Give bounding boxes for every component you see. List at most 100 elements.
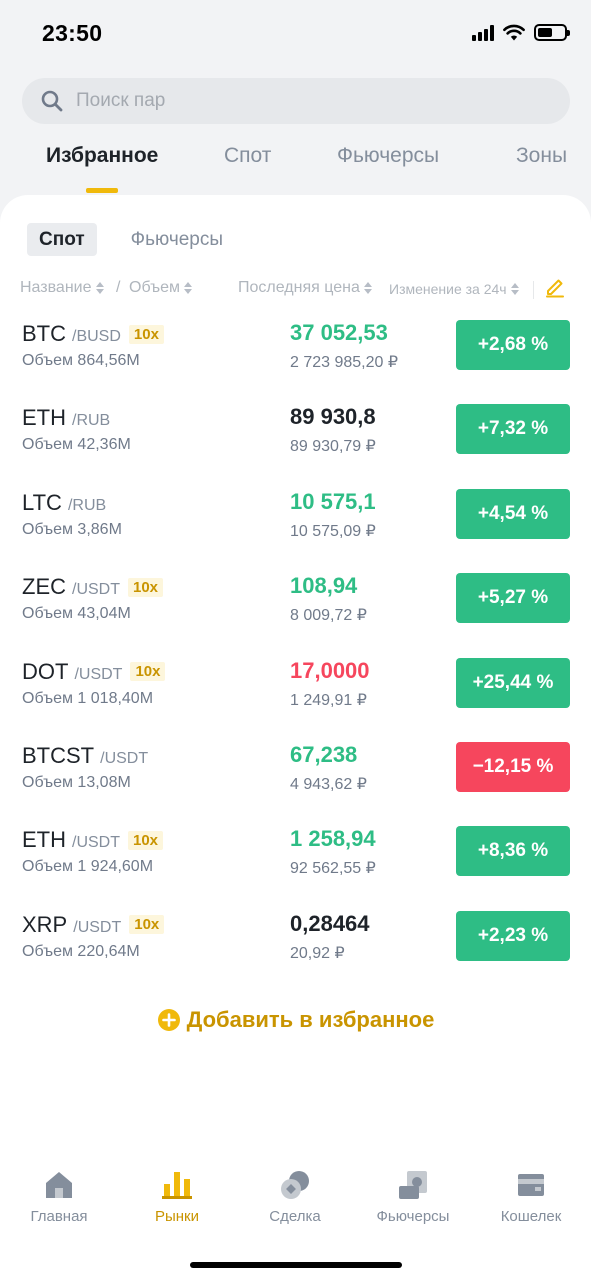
sort-arrows-icon xyxy=(363,282,372,294)
nav-home[interactable]: Главная xyxy=(0,1170,118,1225)
nav-markets[interactable]: Рынки xyxy=(118,1170,236,1225)
nav-wallet[interactable]: Кошелек xyxy=(472,1170,590,1225)
nav-trade[interactable]: Сделка xyxy=(236,1170,354,1225)
bottom-navigation: Главная Рынки Сделка Фьючерсы xyxy=(0,1170,591,1240)
base-asset: LTC xyxy=(22,489,62,515)
nav-markets-label: Рынки xyxy=(154,1208,199,1225)
trade-icon xyxy=(281,1171,309,1199)
market-row[interactable]: DOT/USDT 10x Объем 1 018,40M 17,0000 1 249,9… xyxy=(0,653,591,737)
search-icon xyxy=(41,90,63,112)
pair-name: ETH/RUB xyxy=(22,405,110,431)
market-row[interactable]: BTC/BUSD 10x Объем 864,56M 37 052,53 2 723 9… xyxy=(0,315,591,399)
edit-icon[interactable] xyxy=(544,276,566,298)
market-row[interactable]: ETH/RUB Объем 42,36M 89 930,8 89 930,79 ₽ +7… xyxy=(0,399,591,483)
last-price: 108,94 xyxy=(290,573,358,599)
wifi-icon xyxy=(503,24,525,41)
subtab-spot[interactable]: Спот xyxy=(27,223,97,256)
column-volume-label: Объем xyxy=(129,279,180,296)
change-badge[interactable]: +25,44 % xyxy=(456,657,570,708)
pair-name: BTCST/USDT xyxy=(22,743,148,769)
base-asset: XRP xyxy=(22,911,68,937)
column-name-label: Название xyxy=(20,279,92,296)
fiat-price: 2 723 985,20 ₽ xyxy=(290,354,399,371)
tab-zones[interactable]: Зоны xyxy=(516,144,568,167)
sort-arrows-icon xyxy=(183,282,192,294)
base-asset: BTC xyxy=(22,321,66,346)
change-badge[interactable]: +4,54 % xyxy=(456,488,570,539)
favorites-panel: Спот Фьючерсы Название / Объем Последняя… xyxy=(0,195,591,1280)
nav-futures[interactable]: Фьючерсы xyxy=(354,1170,472,1225)
market-row[interactable]: LTC/RUB Объем 3,86M 10 575,1 10 575,09 ₽ +4,… xyxy=(0,484,591,568)
base-asset: ETH xyxy=(22,827,66,853)
market-row[interactable]: BTCST/USDT Объем 13,08M 67,238 4 943,62 ₽ −1… xyxy=(0,737,591,821)
quote-asset: /USDT xyxy=(74,665,123,683)
pair-name: ETH/USDT 10x xyxy=(22,827,164,853)
futures-icon xyxy=(399,1171,427,1199)
volume-value: Объем 220,64M xyxy=(22,942,140,960)
quote-asset: /USDT xyxy=(100,749,149,767)
tab-futures[interactable]: Фьючерсы xyxy=(337,144,440,167)
status-bar: 23:50 xyxy=(0,0,591,72)
sort-by-change[interactable]: Изменение за 24ч xyxy=(389,281,519,297)
plus-circle-icon xyxy=(157,1009,180,1031)
nav-futures-label: Фьючерсы xyxy=(376,1208,450,1225)
leverage-badge: 10x xyxy=(130,662,166,682)
last-price: 17,0000 xyxy=(290,657,370,683)
pair-name: BTC/BUSD 10x xyxy=(22,321,164,347)
base-asset: ZEC xyxy=(22,574,66,600)
add-to-favorites-button[interactable]: Добавить в избранное xyxy=(0,1007,591,1033)
volume-value: Объем 13,08M xyxy=(22,773,131,791)
leverage-badge: 10x xyxy=(128,577,164,597)
nav-home-label: Главная xyxy=(30,1208,88,1225)
base-asset: ETH xyxy=(22,405,66,431)
quote-asset: /RUB xyxy=(72,412,111,430)
volume-value: Объем 3,86M xyxy=(22,520,122,538)
subtab-futures[interactable]: Фьючерсы xyxy=(130,229,224,250)
volume-value: Объем 1 018,40M xyxy=(22,689,154,707)
column-price-label: Последняя цена xyxy=(238,279,360,296)
leverage-badge: 10x xyxy=(128,830,164,850)
change-badge[interactable]: +2,23 % xyxy=(456,910,570,961)
market-row[interactable]: ETH/USDT 10x Объем 1 924,60M 1 258,94 92 562… xyxy=(0,821,591,905)
pair-name: ZEC/USDT 10x xyxy=(22,574,164,600)
last-price: 89 930,8 xyxy=(290,404,376,430)
fiat-price: 1 249,91 ₽ xyxy=(290,691,367,709)
last-price: 37 052,53 xyxy=(290,320,388,345)
sub-tabs: Спот Фьючерсы xyxy=(27,223,235,256)
active-tab-indicator xyxy=(86,188,118,193)
change-badge[interactable]: −12,15 % xyxy=(456,741,570,792)
fiat-price: 10 575,09 ₽ xyxy=(290,522,376,540)
tab-favorites[interactable]: Избранное xyxy=(46,144,159,167)
change-badge[interactable]: +8,36 % xyxy=(456,826,570,877)
quote-asset: /RUB xyxy=(67,496,107,514)
quote-asset: /USDT xyxy=(73,918,122,936)
nav-wallet-label: Кошелек xyxy=(500,1208,562,1225)
change-badge[interactable]: +2,68 % xyxy=(456,320,570,370)
favorites-list: BTC/BUSD 10x Объем 864,56M 37 052,53 2 723 9… xyxy=(0,315,591,990)
home-icon xyxy=(46,1172,72,1198)
search-input[interactable] xyxy=(76,90,516,112)
nav-trade-label: Сделка xyxy=(269,1208,321,1225)
battery-icon xyxy=(534,24,570,41)
search-bar[interactable] xyxy=(22,78,570,124)
market-row[interactable]: XRP/USDT 10x Объем 220,64M 0,28464 20,92 ₽ +2… xyxy=(0,906,591,990)
tab-spot[interactable]: Спот xyxy=(224,144,272,167)
fiat-price: 8 009,72 ₽ xyxy=(290,607,367,625)
markets-icon xyxy=(162,1172,192,1199)
add-to-favorites-label: Добавить в избранное xyxy=(186,1007,435,1032)
sort-by-volume[interactable]: Объем xyxy=(129,279,192,297)
market-row[interactable]: ZEC/USDT 10x Объем 43,04M 108,94 8 009,72 ₽ +… xyxy=(0,568,591,652)
column-separator: / xyxy=(116,279,121,296)
sort-by-name[interactable]: Название xyxy=(20,279,104,297)
wallet-icon xyxy=(518,1174,544,1196)
leverage-badge: 10x xyxy=(128,324,164,344)
change-badge[interactable]: +7,32 % xyxy=(456,404,570,455)
column-change-label: Изменение за 24ч xyxy=(389,281,507,297)
header-divider xyxy=(533,281,534,299)
volume-value: Объем 1 924,60M xyxy=(22,858,154,876)
sort-by-last-price[interactable]: Последняя цена xyxy=(238,279,372,297)
change-badge[interactable]: +5,27 % xyxy=(456,573,570,624)
pair-name: DOT/USDT 10x xyxy=(22,659,166,685)
leverage-badge: 10x xyxy=(129,915,165,935)
sort-arrows-icon xyxy=(95,282,104,294)
